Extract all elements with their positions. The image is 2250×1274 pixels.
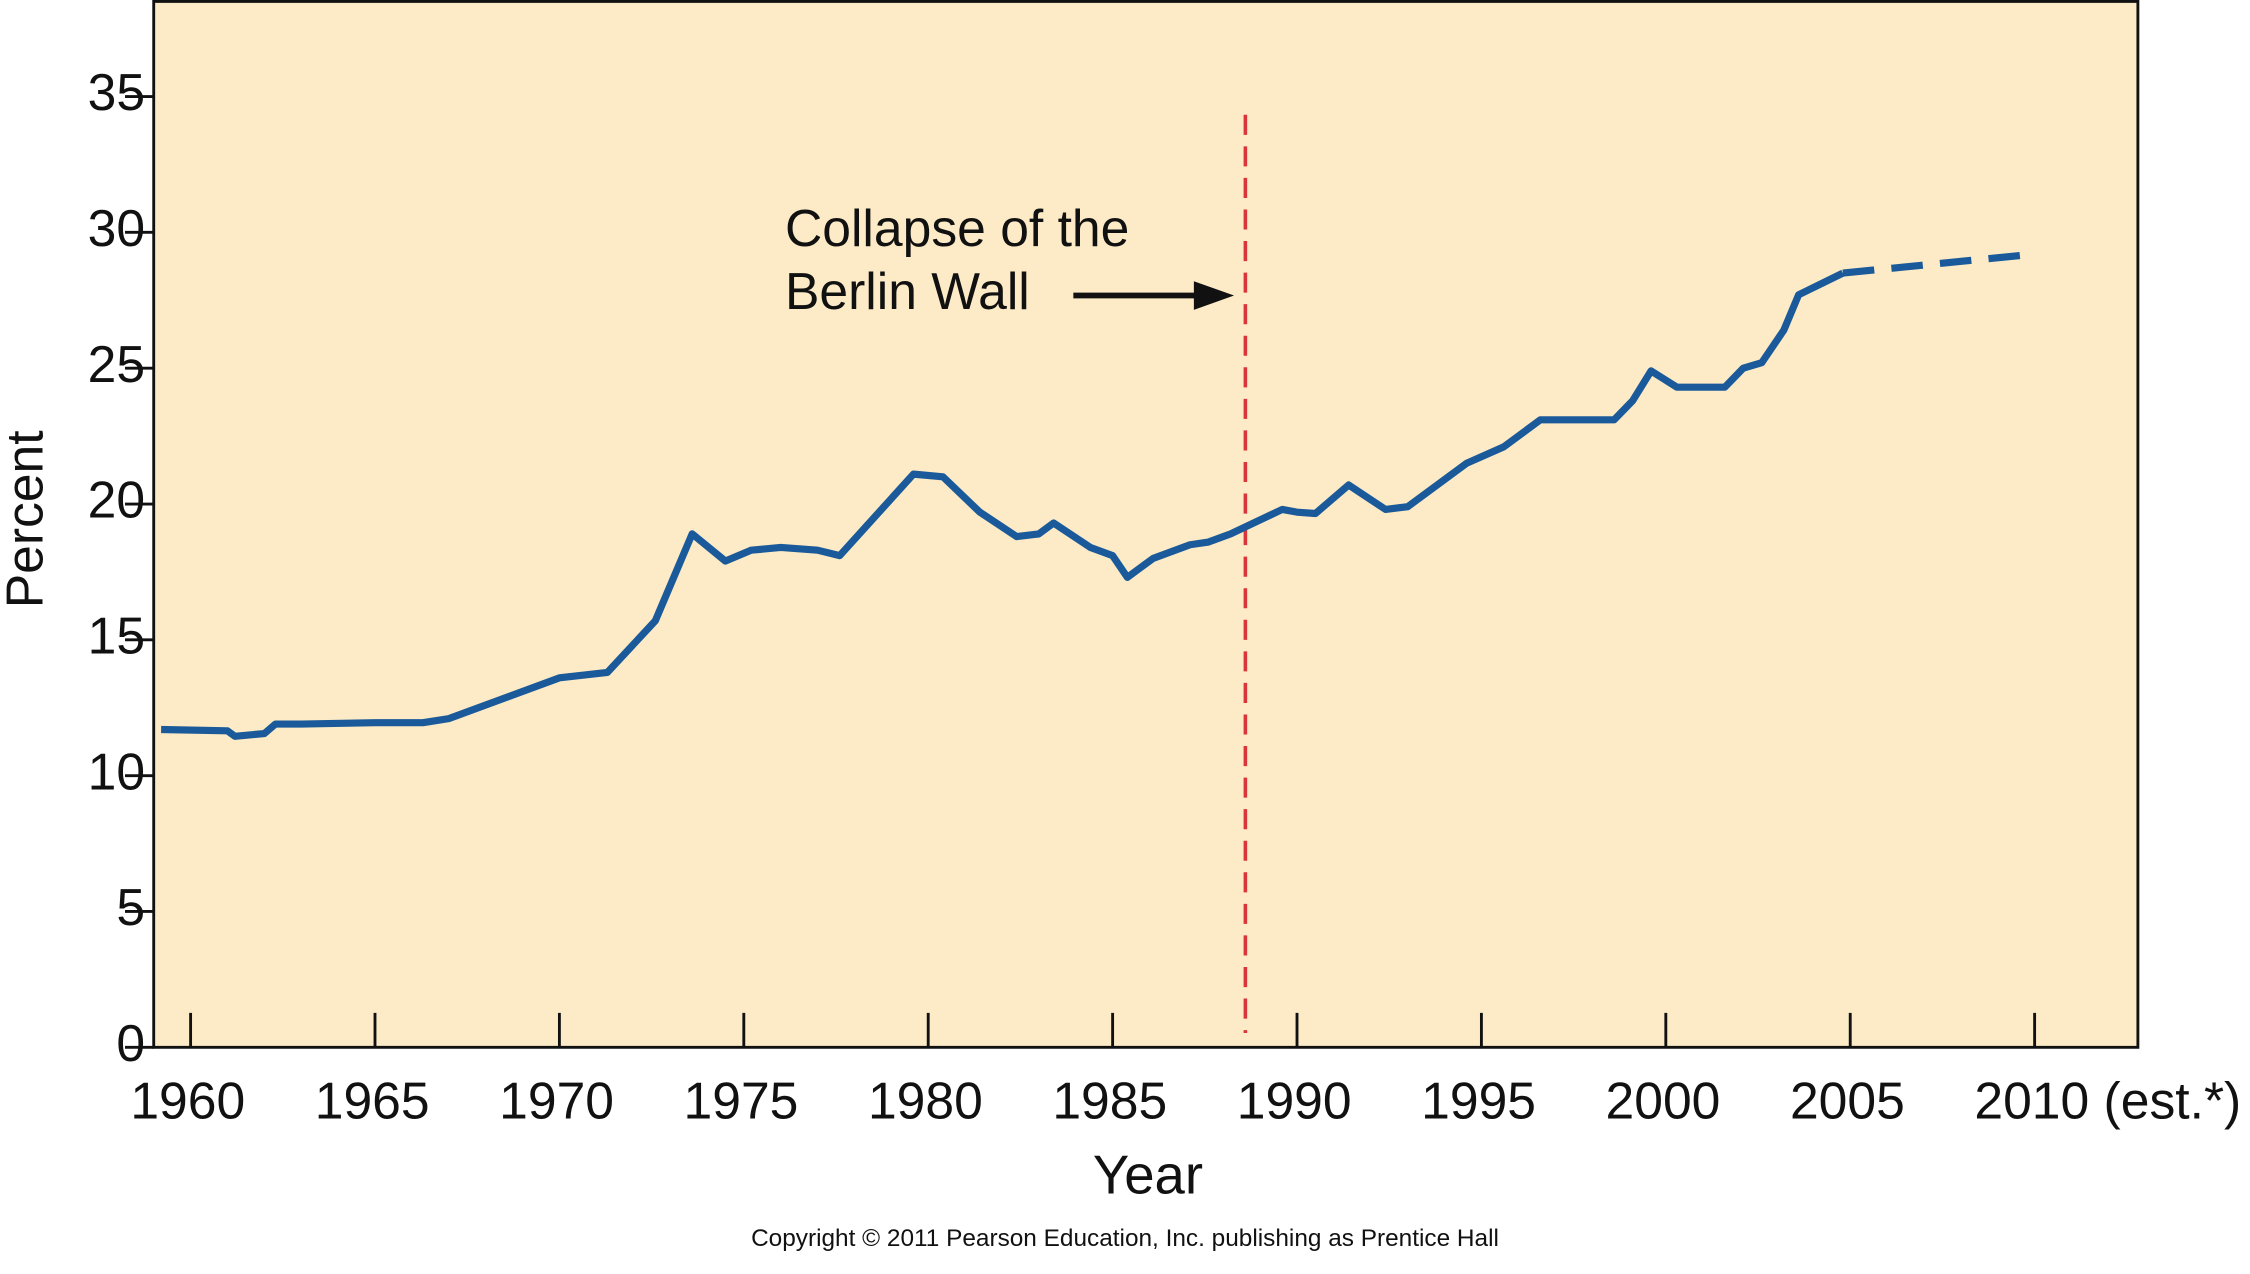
x-tick-label: 1970: [499, 1071, 614, 1129]
x-tick-label: 2010 (est.*): [1974, 1071, 2241, 1129]
x-tick-label: 1975: [684, 1071, 799, 1129]
y-tick-label: 0: [116, 1014, 145, 1072]
data-line: [161, 269, 1845, 740]
y-tick-label: 15: [88, 606, 145, 664]
y-tick-label: 20: [88, 471, 145, 529]
y-tick-label: 35: [88, 63, 145, 121]
x-tick-label: 1995: [1421, 1071, 1536, 1129]
y-tick-label: 5: [116, 878, 145, 936]
x-tick-label: 1965: [315, 1071, 430, 1129]
footer: Copyright © 2011 Pearson Education, Inc.…: [751, 1225, 1499, 1252]
y-tick-label: 10: [88, 742, 145, 800]
x-tick-label: 1960: [130, 1071, 245, 1129]
x-tick-label: 1985: [1052, 1071, 1167, 1129]
x-tick-label: 2005: [1790, 1071, 1905, 1129]
annotation-arrowhead: [1193, 281, 1235, 310]
y-tick-label: 25: [88, 335, 145, 393]
plot-area: [152, 0, 2140, 1049]
x-axis-label: Year: [1093, 1145, 1203, 1206]
x-tick-label: 1980: [868, 1071, 983, 1129]
annotation: Collapse of the: [785, 199, 1129, 257]
data-line: [1842, 250, 2035, 277]
x-tick-label: 2000: [1606, 1071, 1721, 1129]
y-tick-label: 30: [88, 199, 145, 257]
annotation: Berlin Wall: [785, 262, 1030, 320]
y-axis-label: Percent: [0, 430, 54, 608]
x-tick-label: 1990: [1237, 1071, 1352, 1129]
